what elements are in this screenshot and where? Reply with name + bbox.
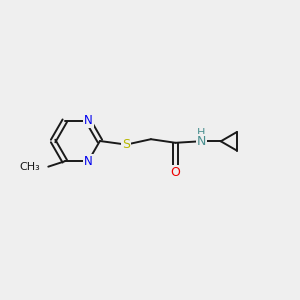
Text: N: N <box>196 135 206 148</box>
Text: CH₃: CH₃ <box>19 162 40 172</box>
Text: N: N <box>84 114 93 127</box>
Text: N: N <box>84 155 93 168</box>
Text: H: H <box>197 128 206 138</box>
Text: S: S <box>122 138 130 151</box>
Text: O: O <box>171 166 180 179</box>
